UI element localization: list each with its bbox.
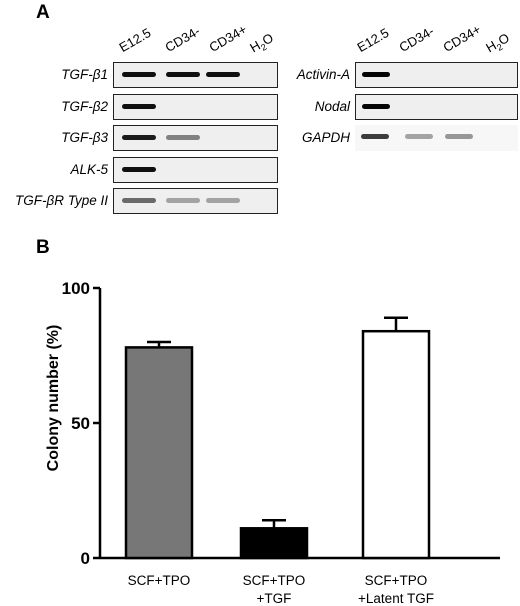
left-gene-label: TGF-β1: [61, 67, 108, 82]
bar: [361, 329, 431, 560]
right-gel-band: [362, 103, 390, 109]
left-gene-label: TGF-βR Type II: [15, 193, 108, 208]
x-category-label: SCF+TPO: [128, 573, 191, 588]
left-gene-label: ALK-5: [70, 161, 108, 177]
right-gene-label: Activin-A: [296, 67, 350, 82]
left-gel-band: [166, 72, 200, 77]
left-gel-band: [122, 135, 156, 140]
y-tick-label: 50: [71, 414, 90, 433]
left-lane-label: E12.5: [116, 25, 154, 55]
left-lane-label: H2O: [247, 30, 276, 56]
left-gel-row: [113, 188, 278, 214]
right-gel-band: [445, 134, 473, 139]
left-gel-band: [166, 198, 200, 203]
x-category-label: +Latent TGF: [358, 591, 434, 606]
left-gel-band: [122, 103, 156, 109]
y-tick-label: 100: [62, 279, 90, 298]
colony-number-bar-chart: Colony number (%) 0 50 100 SCF+TPO SCF+TPO +T…: [45, 279, 500, 606]
right-gene-label: GAPDH: [301, 130, 350, 145]
left-lane-label: CD34+: [206, 21, 250, 55]
left-gene-label: TGF-β2: [61, 98, 108, 114]
right-gene-label: Nodal: [314, 98, 350, 114]
left-gel-band: [122, 166, 156, 172]
y-axis-title: Colony number (%): [45, 325, 62, 472]
right-gel-row: [355, 125, 518, 151]
left-gel-row: [113, 62, 278, 88]
left-gel-band: [206, 198, 240, 203]
panel-b-label: B: [36, 237, 50, 258]
right-lane-label: E12.5: [354, 25, 392, 55]
left-gel-band: [206, 72, 240, 77]
right-lane-label: H2O: [483, 30, 512, 56]
right-lane-label: CD34+: [440, 21, 484, 55]
right-gel-row: [355, 62, 518, 88]
left-lane-label: CD34-: [162, 23, 203, 55]
left-gel-row: [113, 156, 278, 183]
bar: [239, 527, 309, 560]
right-gel-band: [405, 134, 433, 139]
left-gel-band: [122, 198, 156, 203]
panel-a-label: A: [36, 2, 50, 23]
x-category-label: SCF+TPO: [243, 573, 306, 588]
right-gel-band: [362, 72, 390, 77]
left-gel-band: [166, 135, 200, 140]
left-gel-row: [113, 125, 278, 151]
left-gel-row: [113, 93, 278, 120]
right-lane-label: CD34-: [396, 23, 437, 55]
left-gene-label: TGF-β3: [61, 130, 108, 145]
left-gel-band: [122, 72, 156, 77]
right-gel-row: [355, 93, 518, 120]
y-tick-label: 0: [81, 549, 90, 568]
x-category-label: SCF+TPO: [365, 573, 428, 588]
bar: [124, 346, 194, 560]
right-gel-band: [361, 134, 389, 139]
x-category-label: +TGF: [257, 591, 292, 606]
